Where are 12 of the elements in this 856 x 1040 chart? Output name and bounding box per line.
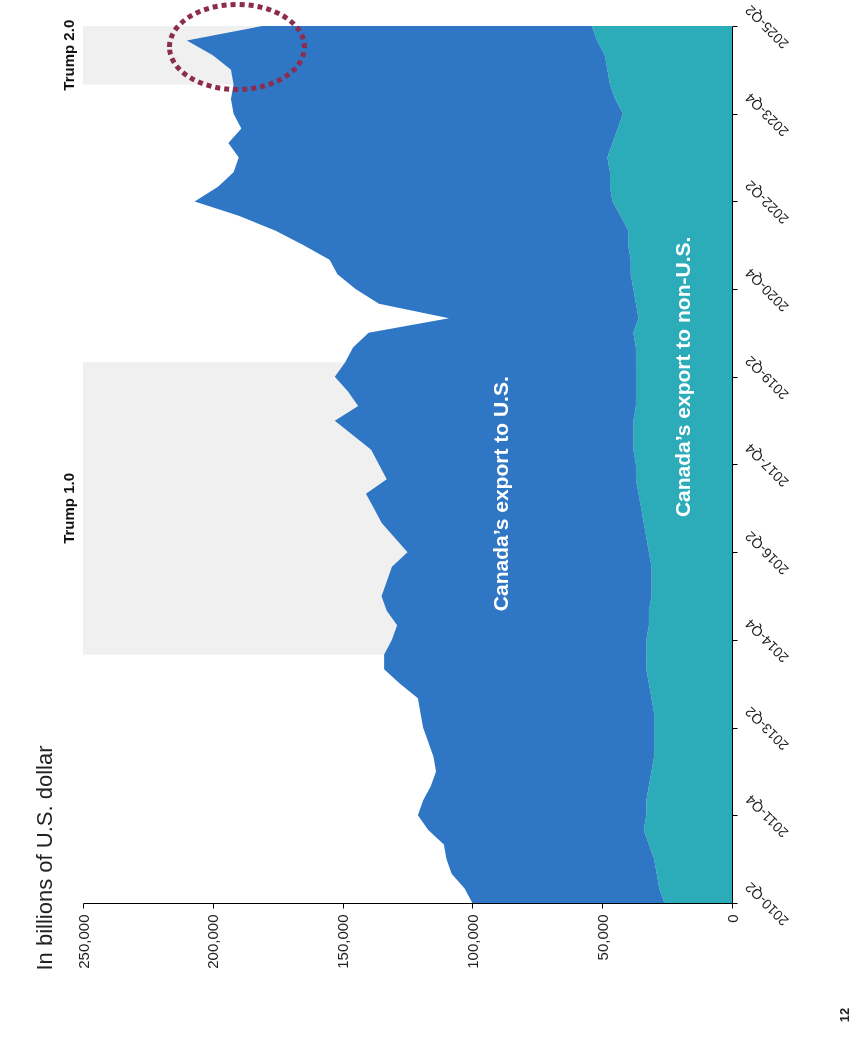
x-tick-label: 50,000 [593, 914, 611, 961]
x-tick-label: 200,000 [204, 914, 222, 969]
text: In billions of U.S. dollar [32, 745, 57, 971]
band-label: Trump 2.0 [60, 19, 77, 91]
x-tick-label: 150,000 [334, 914, 352, 969]
x-tick-label: 100,000 [463, 914, 481, 969]
x-tick-label: 250,000 [74, 914, 92, 969]
x-tick-label: 0 [723, 914, 741, 923]
series-label: Canada’s export to non-U.S. [670, 236, 694, 518]
series-label: Canada’s export to U.S. [489, 376, 513, 612]
text: 12 [837, 1007, 852, 1023]
band-label: Trump 1.0 [60, 473, 77, 544]
